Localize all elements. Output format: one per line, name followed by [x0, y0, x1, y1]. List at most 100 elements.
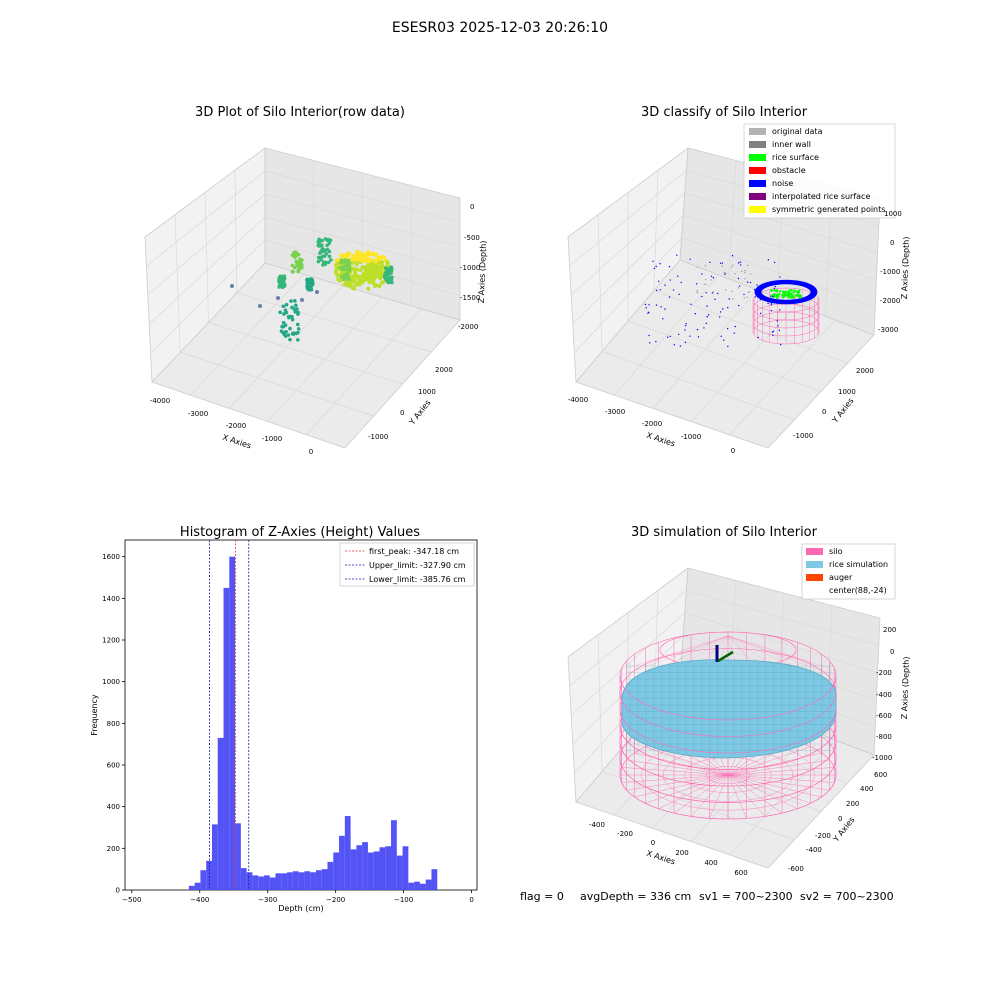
- raw-point: [389, 277, 393, 281]
- silo-spoke: [634, 752, 729, 776]
- grid-line: [627, 320, 822, 392]
- z-tick-label: -1000: [460, 264, 480, 272]
- noise-point: [739, 261, 742, 263]
- original-point: [741, 270, 743, 273]
- noise-point: [701, 273, 703, 275]
- noise-point: [767, 259, 770, 261]
- histogram-bar: [362, 842, 368, 890]
- noise-point: [653, 267, 656, 270]
- noise-point: [659, 289, 662, 291]
- grid-line: [601, 351, 795, 421]
- raw-point: [334, 270, 339, 275]
- raw-point: [293, 303, 298, 308]
- legend-swatch: [749, 154, 766, 161]
- y-tick-label: 1000: [838, 388, 856, 396]
- histogram-bar: [217, 737, 224, 890]
- y-tick-label: 200: [846, 800, 859, 808]
- y-tick-label: -1000: [793, 432, 813, 440]
- legend-item: Lower_limit: -385.76 cm: [369, 575, 466, 584]
- rice-point: [793, 289, 796, 292]
- legend-swatch: [749, 180, 766, 187]
- histogram-bar: [223, 587, 230, 890]
- histogram-bar: [258, 876, 264, 890]
- x-tick-label: -200: [617, 830, 633, 838]
- raw-point: [276, 296, 280, 300]
- raw-point: [385, 271, 389, 276]
- noise-point: [669, 335, 671, 338]
- axis-ticks: −500 −400 −300 −200 −100 0 0 200 400 600 800 1000 12…: [102, 553, 474, 904]
- raw-point: [317, 242, 321, 247]
- original-point: [743, 297, 745, 299]
- y-tick-label: 600: [107, 762, 120, 770]
- noise-point: [685, 323, 687, 325]
- auger: [715, 645, 734, 663]
- raw-point: [289, 299, 293, 303]
- legend-item: rice surface: [772, 153, 819, 162]
- noise-point: [666, 336, 669, 338]
- raw-point: [296, 338, 300, 342]
- rice-point: [776, 296, 779, 299]
- raw-point: [290, 317, 295, 322]
- histogram-bar: [240, 868, 247, 890]
- x-tick-label: 0: [309, 448, 313, 456]
- rice-point: [782, 296, 785, 299]
- status-sv2: sv2 = 700~2300: [800, 890, 894, 903]
- noise-point: [664, 308, 666, 310]
- noise-point: [719, 262, 722, 264]
- histogram-bar: [269, 877, 276, 890]
- noise-point: [672, 289, 675, 291]
- histogram-bar: [339, 835, 345, 890]
- grid-line: [236, 292, 432, 353]
- chart-title: 3D classify of Silo Interior: [641, 105, 808, 120]
- legend-item: original data: [772, 127, 823, 136]
- noise-point: [707, 314, 710, 316]
- legend: first_peak: -347.18 cm Upper_limit: -327…: [339, 542, 475, 587]
- raw-point: [353, 282, 358, 287]
- silo-ring-front: [619, 725, 837, 770]
- raw-point: [281, 274, 285, 279]
- x-tick-label: -4000: [150, 397, 170, 405]
- silo-roof: [727, 635, 830, 669]
- raw-point: [278, 310, 282, 315]
- raw-point: [300, 298, 304, 302]
- y-tick-label: -600: [788, 865, 804, 873]
- x-tick-label: -1000: [681, 433, 701, 441]
- status-avg-depth: avgDepth = 336 cm: [580, 890, 691, 903]
- z-tick-label: 0: [890, 648, 894, 656]
- noise-point: [814, 290, 818, 293]
- z-tick-label: -1000: [872, 754, 892, 762]
- raw-point: [373, 264, 378, 269]
- histogram-bar: [373, 851, 380, 890]
- silo-spoke: [673, 774, 729, 814]
- raw-point: [379, 280, 384, 285]
- rice-point: [771, 293, 775, 297]
- raw-point: [277, 278, 281, 282]
- noise-point: [677, 333, 680, 335]
- z-tick-label: -600: [876, 712, 892, 720]
- y-axis-label: Frequency: [90, 694, 99, 736]
- noise-point: [810, 290, 814, 293]
- raw-point: [318, 251, 322, 256]
- noise-point: [717, 292, 719, 295]
- noise-point: [689, 258, 691, 261]
- noise-point: [679, 345, 682, 347]
- silo-spoke: [727, 774, 811, 804]
- raw-point: [386, 280, 391, 285]
- z-tick-label: -1500: [460, 294, 480, 302]
- original-point: [744, 269, 746, 272]
- y-tick-label: 0: [838, 815, 842, 823]
- original-point: [696, 289, 698, 292]
- noise-point: [668, 296, 671, 298]
- histogram-bar: [298, 872, 305, 890]
- noise-point: [709, 261, 711, 264]
- x-axis-label: Depth (cm): [278, 904, 323, 913]
- noise-point: [645, 307, 647, 309]
- x-tick-label: -3000: [188, 410, 208, 418]
- noise-point: [746, 281, 749, 283]
- rice-point: [778, 290, 782, 293]
- grid-line: [597, 634, 603, 772]
- silo-spoke: [658, 774, 729, 809]
- noise-point: [731, 255, 734, 257]
- noise-point: [668, 265, 671, 268]
